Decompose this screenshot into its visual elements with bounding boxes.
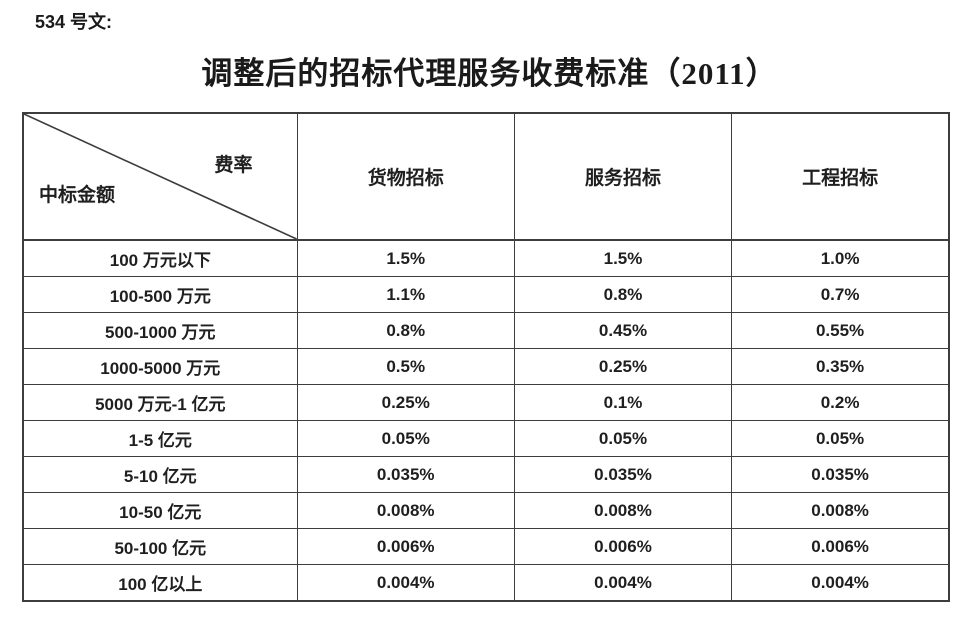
table-row: 5-10 亿元 0.035% 0.035% 0.035% — [22, 456, 950, 493]
engineering-rate-cell: 0.55% — [731, 312, 950, 349]
amount-range-cell: 1000-5000 万元 — [22, 348, 298, 385]
table-row: 100 亿以上 0.004% 0.004% 0.004% — [22, 564, 950, 602]
services-rate-cell: 0.05% — [513, 420, 733, 457]
goods-rate-cell: 0.05% — [296, 420, 515, 457]
amount-range-cell: 5-10 亿元 — [22, 456, 298, 493]
engineering-rate-cell: 0.008% — [731, 492, 950, 529]
goods-rate-cell: 0.5% — [296, 348, 515, 385]
column-header-goods: 货物招标 — [296, 112, 515, 241]
table-row: 500-1000 万元 0.8% 0.45% 0.55% — [22, 312, 950, 349]
table-row: 1-5 亿元 0.05% 0.05% 0.05% — [22, 420, 950, 457]
services-rate-cell: 0.006% — [513, 528, 733, 565]
services-rate-cell: 0.8% — [513, 276, 733, 313]
rate-corner-label: 费率 — [214, 155, 253, 176]
amount-range-cell: 5000 万元-1 亿元 — [22, 384, 298, 421]
engineering-rate-cell: 0.7% — [731, 276, 950, 313]
goods-rate-cell: 0.035% — [296, 456, 515, 493]
amount-corner-label: 中标金额 — [39, 185, 116, 206]
amount-range-cell: 100 亿以上 — [22, 564, 298, 602]
services-rate-cell: 0.45% — [513, 312, 733, 349]
goods-rate-cell: 0.008% — [296, 492, 515, 529]
table-header-row: 费率 中标金额 货物招标 服务招标 工程招标 — [22, 112, 950, 241]
column-header-engineering: 工程招标 — [731, 112, 950, 241]
amount-range-cell: 100 万元以下 — [22, 239, 298, 277]
services-rate-cell: 1.5% — [513, 239, 733, 277]
table-row: 10-50 亿元 0.008% 0.008% 0.008% — [22, 492, 950, 529]
engineering-rate-cell: 0.35% — [731, 348, 950, 385]
engineering-rate-cell: 0.2% — [731, 384, 950, 421]
engineering-rate-cell: 0.006% — [731, 528, 950, 565]
column-header-services: 服务招标 — [513, 112, 733, 241]
services-rate-cell: 0.004% — [513, 564, 733, 602]
services-rate-cell: 0.1% — [513, 384, 733, 421]
amount-range-cell: 500-1000 万元 — [22, 312, 298, 349]
engineering-rate-cell: 0.004% — [731, 564, 950, 602]
table-row: 100 万元以下 1.5% 1.5% 1.0% — [22, 239, 950, 277]
services-rate-cell: 0.008% — [513, 492, 733, 529]
goods-rate-cell: 1.1% — [296, 276, 515, 313]
engineering-rate-cell: 1.0% — [731, 239, 950, 277]
goods-rate-cell: 1.5% — [296, 239, 515, 277]
amount-range-cell: 1-5 亿元 — [22, 420, 298, 457]
goods-rate-cell: 0.006% — [296, 528, 515, 565]
engineering-rate-cell: 0.035% — [731, 456, 950, 493]
amount-range-cell: 100-500 万元 — [22, 276, 298, 313]
goods-rate-cell: 0.004% — [296, 564, 515, 602]
goods-rate-cell: 0.8% — [296, 312, 515, 349]
table-row: 100-500 万元 1.1% 0.8% 0.7% — [22, 276, 950, 313]
goods-rate-cell: 0.25% — [296, 384, 515, 421]
amount-range-cell: 10-50 亿元 — [22, 492, 298, 529]
amount-range-cell: 50-100 亿元 — [22, 528, 298, 565]
doc-number-label: 534 号文: — [35, 12, 113, 32]
table-row: 50-100 亿元 0.006% 0.006% 0.006% — [22, 528, 950, 565]
services-rate-cell: 0.25% — [513, 348, 733, 385]
services-rate-cell: 0.035% — [513, 456, 733, 493]
table-row: 5000 万元-1 亿元 0.25% 0.1% 0.2% — [22, 384, 950, 421]
fee-rate-table: 费率 中标金额 货物招标 服务招标 工程招标 100 万元以下 1.5% 1.5… — [22, 112, 950, 602]
table-row: 1000-5000 万元 0.5% 0.25% 0.35% — [22, 348, 950, 385]
diagonal-header-cell: 费率 中标金额 — [22, 112, 298, 241]
diagonal-line — [24, 114, 297, 239]
engineering-rate-cell: 0.05% — [731, 420, 950, 457]
page-title: 调整后的招标代理服务收费标准（2011） — [201, 56, 778, 91]
